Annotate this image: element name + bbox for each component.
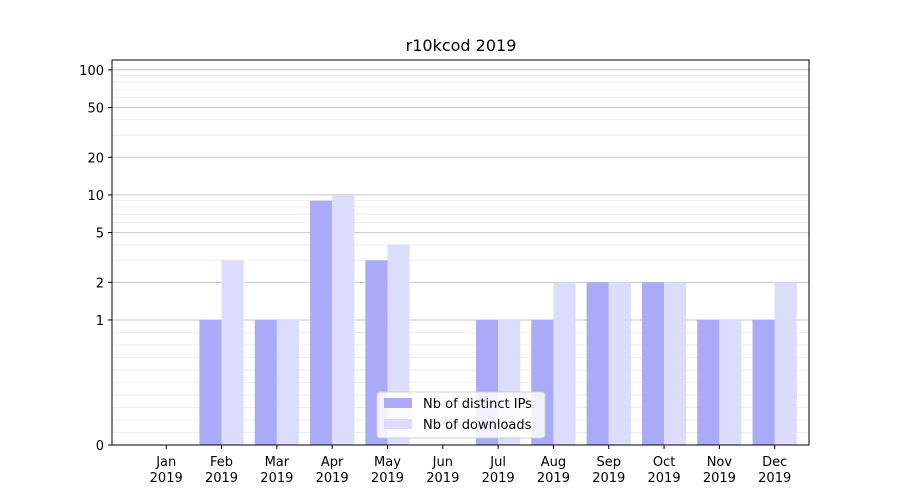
bar-downloads <box>332 194 355 445</box>
y-axis: 0 1 2 5 10 20 50 100 <box>79 64 112 454</box>
bar-distinct-ips <box>752 319 775 445</box>
bar-downloads <box>664 282 687 445</box>
legend-box <box>376 391 546 439</box>
x-tick-label: Oct 2019 <box>648 455 681 486</box>
y-tick-label: 2 <box>96 276 104 291</box>
bar-distinct-ips <box>641 282 665 445</box>
legend-swatch-distinct-ips <box>384 398 412 408</box>
y-tick-label: 50 <box>87 102 104 117</box>
bars-layer <box>199 194 797 445</box>
y-tick-label: 10 <box>87 189 104 204</box>
y-tick-label: 100 <box>79 64 104 79</box>
bar-downloads <box>608 282 631 445</box>
bar-distinct-ips <box>199 319 222 445</box>
x-tick-label: Nov 2019 <box>703 455 736 486</box>
x-tick-label: Aug 2019 <box>537 455 570 486</box>
y-tick-label: 1 <box>96 314 104 329</box>
legend: Nb of distinct IPs Nb of downloads <box>376 391 546 439</box>
x-tick-label: Sep 2019 <box>592 455 625 486</box>
bar-distinct-ips <box>310 200 333 445</box>
bar-downloads <box>553 282 576 445</box>
x-tick-label: Apr 2019 <box>316 455 349 486</box>
bar-distinct-ips <box>697 319 720 445</box>
x-tick-label: Jan 2019 <box>150 455 183 486</box>
bar-distinct-ips <box>586 282 609 445</box>
x-tick-label: Dec 2019 <box>758 455 791 486</box>
x-axis: Jan 2019 Feb 2019 Mar 2019 Apr 2019 May 2019 Jun 20… <box>150 445 791 486</box>
bar-downloads <box>221 260 244 445</box>
y-tick-label: 0 <box>96 439 104 454</box>
plot-frame <box>111 59 810 446</box>
legend-label-distinct-ips: Nb of distinct IPs <box>423 397 532 412</box>
y-tick-label: 20 <box>87 151 104 166</box>
chart-title: r10kcod 2019 <box>406 36 517 55</box>
x-tick-label: Jun 2019 <box>426 455 459 486</box>
bar-downloads <box>774 282 797 445</box>
x-tick-label: Mar 2019 <box>260 455 293 486</box>
legend-swatch-downloads <box>384 419 412 429</box>
x-tick-label: Feb 2019 <box>205 455 238 486</box>
bar-distinct-ips <box>254 319 277 445</box>
x-tick-label: May 2019 <box>371 455 404 486</box>
bar-downloads <box>276 319 299 445</box>
y-tick-label: 5 <box>96 227 104 242</box>
bar-downloads <box>719 319 742 445</box>
x-tick-label: Jul 2019 <box>482 455 515 486</box>
legend-label-downloads: Nb of downloads <box>423 418 532 433</box>
